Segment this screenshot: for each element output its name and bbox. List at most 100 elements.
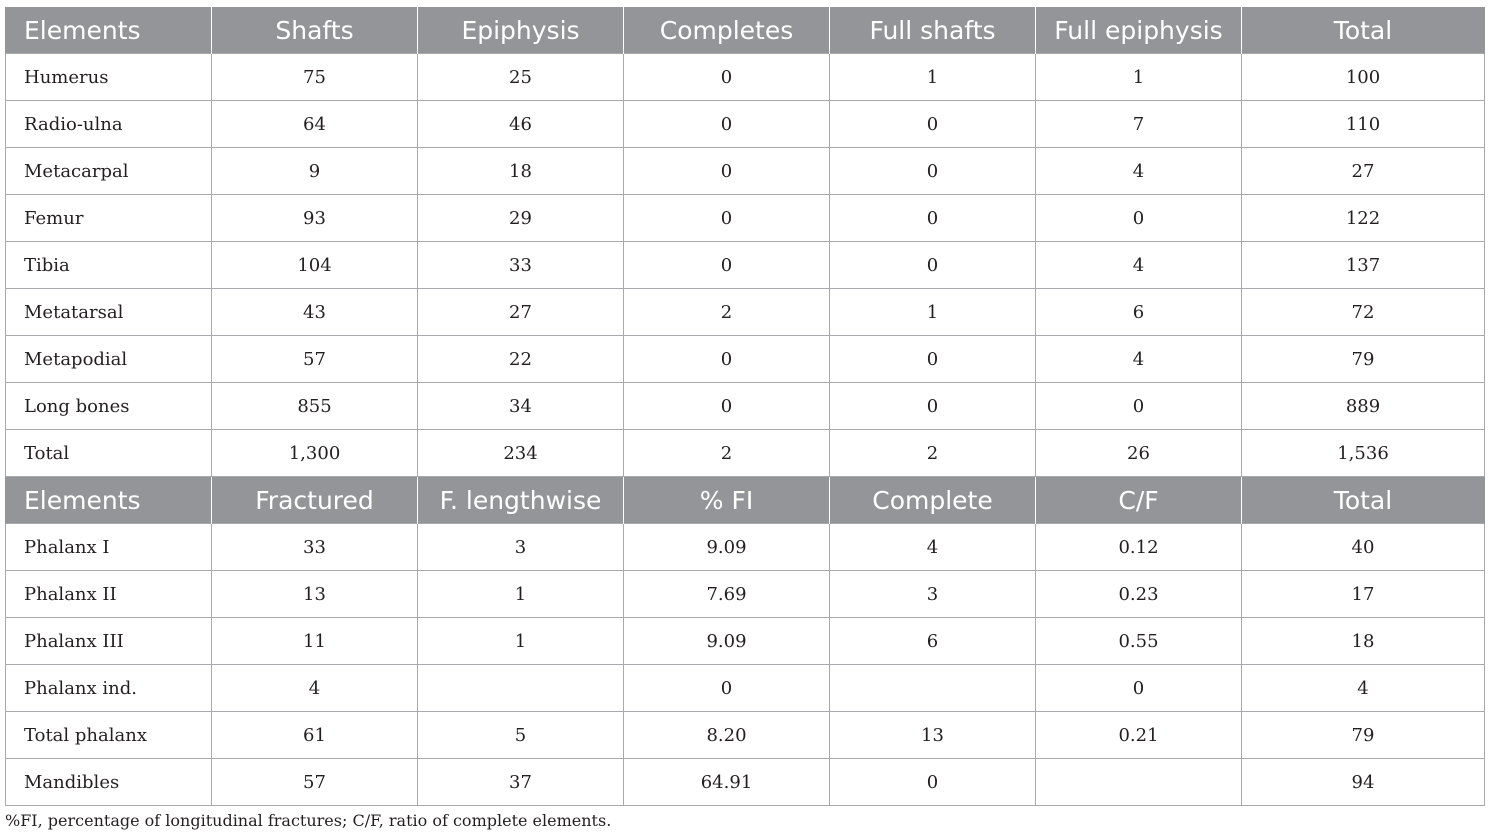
table-cell: 64: [211, 100, 418, 148]
table-cell: 3: [829, 570, 1036, 618]
table-cell: 1: [417, 570, 624, 618]
table-cell: 25: [417, 53, 624, 101]
row-label-cell: Femur: [5, 194, 212, 242]
column-header: C/F: [1035, 476, 1242, 524]
table-cell: 6: [829, 617, 1036, 665]
table-cell: 72: [1241, 288, 1485, 336]
table-cell: 33: [211, 523, 418, 571]
column-header: Epiphysis: [417, 7, 624, 54]
table-cell: 26: [1035, 429, 1242, 477]
table-cell: 2: [623, 288, 830, 336]
table-cell: 33: [417, 241, 624, 289]
table-cell: 7: [1035, 100, 1242, 148]
row-label-cell: Long bones: [5, 382, 212, 430]
column-header: Full epiphysis: [1035, 7, 1242, 54]
table-cell: 0: [1035, 664, 1242, 712]
table-cell: 889: [1241, 382, 1485, 430]
table-cell: 18: [1241, 617, 1485, 665]
table-cell: 1: [417, 617, 624, 665]
table-cell: 0: [623, 194, 830, 242]
table-cell: 94: [1241, 758, 1485, 806]
table-cell: 57: [211, 335, 418, 383]
column-header: Elements: [5, 476, 212, 524]
table-cell: 46: [417, 100, 624, 148]
table-cell: [417, 664, 624, 712]
table-cell: 7.69: [623, 570, 830, 618]
table-cell: [829, 664, 1036, 712]
table-cell: 110: [1241, 100, 1485, 148]
header-row-1: Elements Shafts Epiphysis Completes Full sha…: [5, 7, 1485, 54]
column-header: Shafts: [211, 7, 418, 54]
table-row: Phalanx III 11 1 9.09 6 0.55 18: [5, 617, 1485, 665]
table-cell: 0: [829, 335, 1036, 383]
table-cell: 13: [211, 570, 418, 618]
table-cell: [1035, 758, 1242, 806]
table-cell: 1,536: [1241, 429, 1485, 477]
table-row: Metapodial 57 22 0 0 4 79: [5, 335, 1485, 383]
data-table-container: Elements Shafts Epiphysis Completes Full sha…: [5, 7, 1485, 806]
row-label-cell: Radio-ulna: [5, 100, 212, 148]
row-label-cell: Tibia: [5, 241, 212, 289]
table-cell: 0.21: [1035, 711, 1242, 759]
table-cell: 100: [1241, 53, 1485, 101]
table-cell: 104: [211, 241, 418, 289]
table-cell: 61: [211, 711, 418, 759]
row-label-cell: Metacarpal: [5, 147, 212, 195]
table-cell: 13: [829, 711, 1036, 759]
table-cell: 9.09: [623, 523, 830, 571]
table-row: Tibia 104 33 0 0 4 137: [5, 241, 1485, 289]
column-header: Full shafts: [829, 7, 1036, 54]
table-row: Total phalanx 61 5 8.20 13 0.21 79: [5, 711, 1485, 759]
table-cell: 17: [1241, 570, 1485, 618]
table-cell: 11: [211, 617, 418, 665]
table-cell: 4: [1035, 147, 1242, 195]
table-cell: 9.09: [623, 617, 830, 665]
table-cell: 4: [829, 523, 1036, 571]
table-cell: 27: [1241, 147, 1485, 195]
table-cell: 1: [1035, 53, 1242, 101]
bone-elements-table: Elements Shafts Epiphysis Completes Full sha…: [5, 7, 1485, 806]
table-cell: 0: [1035, 194, 1242, 242]
table-row: Femur 93 29 0 0 0 122: [5, 194, 1485, 242]
table-cell: 1: [829, 53, 1036, 101]
row-label-cell: Humerus: [5, 53, 212, 101]
table-cell: 0: [623, 382, 830, 430]
table-row: Mandibles 57 37 64.91 0 94: [5, 758, 1485, 806]
table-row: Metacarpal 9 18 0 0 4 27: [5, 147, 1485, 195]
table-cell: 1,300: [211, 429, 418, 477]
table-row: Humerus 75 25 0 1 1 100: [5, 53, 1485, 101]
column-header: Fractured: [211, 476, 418, 524]
table-cell: 8.20: [623, 711, 830, 759]
table-cell: 0: [623, 53, 830, 101]
table-cell: 34: [417, 382, 624, 430]
table-cell: 9: [211, 147, 418, 195]
table-cell: 0: [623, 100, 830, 148]
table-cell: 6: [1035, 288, 1242, 336]
table-cell: 0: [829, 194, 1036, 242]
table-cell: 64.91: [623, 758, 830, 806]
table-cell: 75: [211, 53, 418, 101]
table-cell: 0: [829, 758, 1036, 806]
table-cell: 137: [1241, 241, 1485, 289]
table-cell: 0: [623, 147, 830, 195]
table-cell: 2: [623, 429, 830, 477]
column-header: Complete: [829, 476, 1036, 524]
table-cell: 0: [829, 241, 1036, 289]
table-footnote: %FI, percentage of longitudinal fracture…: [5, 811, 612, 830]
table-row: Radio-ulna 64 46 0 0 7 110: [5, 100, 1485, 148]
table-cell: 0: [623, 335, 830, 383]
column-header: Total: [1241, 476, 1485, 524]
table-cell: 29: [417, 194, 624, 242]
column-header: Completes: [623, 7, 830, 54]
table-cell: 0: [623, 664, 830, 712]
row-label-cell: Metapodial: [5, 335, 212, 383]
table-cell: 4: [1035, 335, 1242, 383]
table-cell: 2: [829, 429, 1036, 477]
row-label-cell: Phalanx I: [5, 523, 212, 571]
table-cell: 5: [417, 711, 624, 759]
row-label-cell: Phalanx III: [5, 617, 212, 665]
column-header: % FI: [623, 476, 830, 524]
table-cell: 122: [1241, 194, 1485, 242]
column-header: F. lengthwise: [417, 476, 624, 524]
table-row: Phalanx ind. 4 0 0 4: [5, 664, 1485, 712]
